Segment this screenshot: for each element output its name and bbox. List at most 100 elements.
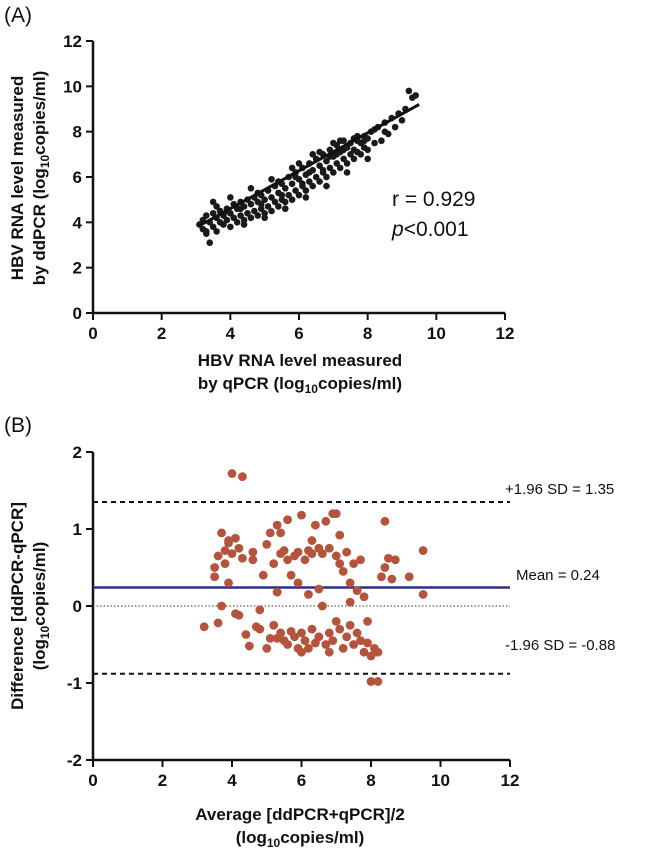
panel-b-data-point (220, 546, 230, 555)
panel-a-x-title-sub: 10 (305, 382, 319, 396)
panel-a-x-tick-label: 2 (157, 324, 166, 343)
panel-a-data-point (227, 223, 234, 231)
panel-a-data-point (360, 137, 368, 145)
panel-b-data-point (359, 647, 369, 657)
panel-b-x-tick-label: 12 (501, 771, 520, 790)
panel-b-data-point (238, 472, 247, 482)
panel-a-regression-line (198, 103, 420, 228)
panel-a-data-point (209, 223, 217, 231)
mean-label: Mean = 0.24 (516, 567, 600, 584)
panel-b-data-point (262, 540, 272, 549)
panel-b-data-point (349, 559, 359, 569)
p-value-rest: <0.001 (404, 218, 469, 241)
panel-b-data-point (248, 547, 258, 557)
panel-a-data-point (292, 187, 299, 194)
panel-b-data-point (311, 520, 320, 530)
panel-a-data-point (412, 92, 420, 99)
panel-b-data-point (356, 555, 365, 565)
panel-a-data-point (227, 194, 234, 201)
panel-b-y-title-pre: (log (30, 639, 49, 670)
panel-a-data-point (350, 155, 358, 163)
panel-a-data-point (209, 198, 217, 206)
panel-a-data-point (357, 151, 365, 158)
panel-b-x-tick-label: 4 (227, 771, 237, 790)
correlation-r-label: r = 0.929 (392, 188, 475, 211)
panel-a-data-point (288, 180, 296, 188)
panel-a-data-point (213, 228, 220, 235)
panel-a-data-point (323, 173, 330, 181)
panel-b-data-point (314, 632, 324, 642)
panel-a-data-point (398, 117, 406, 124)
panel-a-data-point (268, 194, 275, 201)
panel-a-data-point (295, 191, 303, 199)
panel-b-data-point (241, 630, 251, 639)
panel-a-data-point (316, 148, 323, 156)
panel-b-data-point (293, 578, 303, 588)
p-value-label: p<0.001 (391, 218, 469, 241)
panel-b-data-point (366, 677, 376, 686)
panel-a-data-point (203, 212, 210, 219)
panel-b-data-point (331, 617, 341, 626)
panel-b-data-point (269, 559, 279, 569)
panel-a-data-point (268, 207, 275, 215)
panel-b-data-point (269, 620, 279, 630)
panel-a-data-point (309, 182, 317, 190)
panel-a-data-point (336, 137, 344, 145)
panel-a-data-point (391, 123, 399, 131)
panel-b-data-point (366, 651, 376, 661)
panel-a-x-tick-label: 8 (363, 324, 372, 343)
panel-a-data-point (378, 137, 385, 145)
panel-a-data-point (381, 128, 389, 135)
panel-a-data-point (343, 160, 351, 167)
panel-b-data-point (373, 647, 383, 657)
panel-b-data-point (377, 572, 386, 582)
panel-a-x-title-line2: by qPCR (log10copies/ml) (198, 374, 402, 396)
panel-a-y-tick-label: 8 (73, 123, 82, 142)
panel-b-x-title-line2: (log10copies/ml) (236, 828, 365, 850)
panel-a-data-point (223, 216, 231, 224)
panel-b-data-point (324, 628, 334, 638)
panel-b-x-title-sub: 10 (267, 836, 281, 850)
panel-b-data-point (345, 578, 355, 588)
panel-a-data-point (302, 194, 310, 201)
panel-b-data-point (314, 543, 324, 553)
panel-a-data-point (326, 164, 334, 172)
panel-b-data-point (418, 546, 428, 555)
panel-a-data-point (240, 216, 248, 224)
panel-b-data-point (248, 555, 258, 565)
panel-a-y-title-line1: HBV RNA level measured (8, 76, 27, 280)
panel-a-data-point (251, 207, 258, 215)
panel-b-data-point (307, 624, 317, 634)
panel-a-data-point (230, 214, 238, 222)
panel-b-data-point (307, 536, 317, 545)
panel-b-data-point (314, 584, 324, 594)
panel-a-x-title-line1: HBV RNA level measured (198, 351, 402, 370)
panel-b-data-point (255, 624, 265, 634)
panel-a-y-tick-label: 2 (73, 259, 82, 278)
panel-b-data-point (283, 640, 292, 649)
panel-a-data-point (254, 212, 262, 219)
panel-b-data-point (227, 469, 237, 478)
panel-a-y-tick-label: 6 (73, 168, 82, 187)
panel-a-data-point (233, 219, 241, 226)
panel-a-data-point (288, 164, 296, 172)
panel-b-data-point (213, 618, 223, 628)
panel-b-data-point (418, 590, 428, 599)
panel-a-data-point (257, 200, 265, 208)
panel-b-y-tick-label: 2 (73, 443, 82, 462)
panel-a-data-point (333, 160, 341, 167)
panel-a-data-point (316, 162, 323, 169)
panel-b-data-point (297, 510, 306, 520)
panel-a-x-tick-label: 10 (427, 324, 446, 343)
panel-a-data-point (330, 169, 337, 176)
panel-b-data-point (359, 592, 369, 602)
panel-a-y-tick-label: 12 (63, 32, 82, 51)
upper-loa-label: +1.96 SD = 1.35 (505, 481, 614, 498)
panel-a-data-point (268, 175, 275, 183)
panel-a-data-point (347, 151, 354, 158)
panel-a-data-point (257, 205, 265, 213)
panel-b-data-point (352, 628, 362, 638)
panel-a-data-point (244, 209, 251, 217)
panel-a-data-point (206, 239, 214, 247)
